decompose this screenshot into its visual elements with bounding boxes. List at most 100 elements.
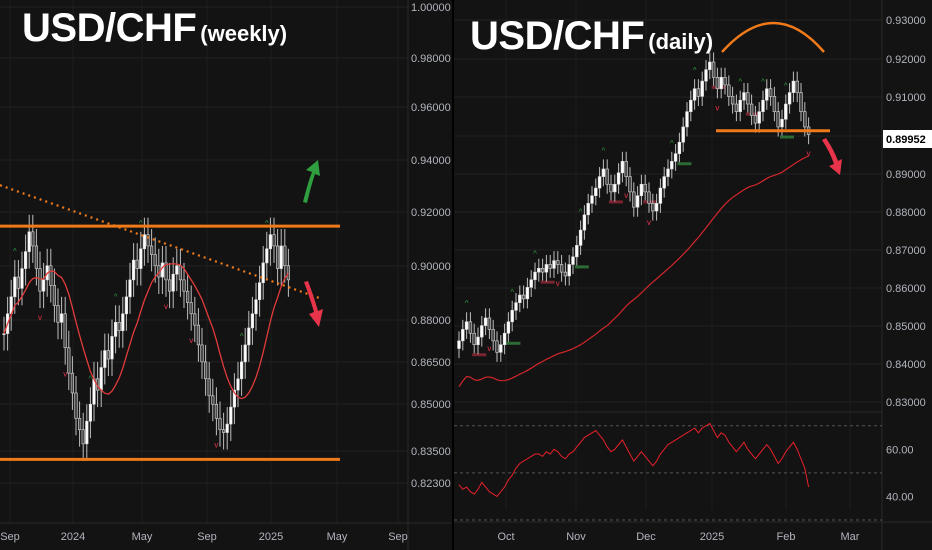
daily-candle-body <box>711 61 716 78</box>
weekly-y-tick-label: 1.00000 <box>411 2 451 14</box>
daily-candle-body <box>692 88 697 101</box>
weekly-candle-body <box>2 333 6 335</box>
weekly-candle-body <box>168 279 172 292</box>
daily-buy-signal-marker: ^ <box>579 208 583 217</box>
daily-candle-body <box>506 321 511 334</box>
daily-candle-body <box>677 141 682 155</box>
daily-candle-body <box>784 103 788 120</box>
daily-candle-body <box>533 271 537 281</box>
daily-sell-signal-marker: v <box>715 103 719 112</box>
weekly-candle-body <box>153 254 157 267</box>
weekly-candle-body <box>38 268 42 292</box>
weekly-candle-body <box>103 350 107 368</box>
weekly-candle-body <box>132 259 136 281</box>
weekly-candle-body <box>117 321 121 332</box>
daily-chart[interactable]: 0.930000.920000.910000.900000.890000.880… <box>454 0 932 550</box>
daily-x-tick-label: Feb <box>777 531 796 543</box>
daily-candle-body <box>730 96 735 105</box>
daily-candle-body <box>529 279 533 288</box>
weekly-candle-body <box>254 299 258 315</box>
daily-candle-body <box>738 99 742 112</box>
weekly-candle-body <box>139 248 143 269</box>
weekly-candle-body <box>171 273 175 292</box>
weekly-chart[interactable]: 1.00000 0.98000 0.96000 0.94000 0.92000 0.900… <box>0 0 452 550</box>
daily-down-arrow-icon <box>822 138 842 175</box>
daily-sell-signal-marker: v <box>807 149 811 158</box>
weekly-candle-body <box>279 245 283 269</box>
daily-y-tick-label: 0.83000 <box>886 397 926 409</box>
daily-sell-signal-marker: v <box>556 279 560 288</box>
daily-candle-body <box>567 264 571 277</box>
weekly-x-tick-label: Sep <box>197 531 217 543</box>
daily-y-tick-label: 0.86000 <box>886 283 926 295</box>
weekly-buy-signal-marker: ^ <box>13 247 17 256</box>
daily-background <box>454 0 932 550</box>
weekly-candle-body <box>13 276 17 298</box>
weekly-candle-body <box>78 418 82 431</box>
daily-candle-body <box>787 92 792 105</box>
weekly-candle-body <box>49 265 53 286</box>
daily-candle-body <box>662 176 666 189</box>
daily-candle-body <box>757 111 761 124</box>
weekly-x-tick-label: Sep <box>0 531 20 543</box>
daily-buy-signal-marker: ^ <box>761 78 765 87</box>
weekly-buy-signal-marker: ^ <box>139 219 143 228</box>
weekly-buy-signal-marker: ^ <box>265 219 269 228</box>
weekly-candle-body <box>88 403 92 422</box>
weekly-candle-body <box>146 234 150 247</box>
weekly-candle-body <box>124 296 128 315</box>
daily-candle-body <box>685 111 689 128</box>
weekly-candle-body <box>257 282 262 300</box>
daily-candle-body <box>472 332 476 345</box>
daily-candle-body <box>480 325 484 338</box>
daily-candle-body <box>461 329 465 342</box>
weekly-candle-body <box>182 279 186 292</box>
daily-candle-body <box>666 168 670 177</box>
daily-candle-body <box>689 99 693 112</box>
daily-candle-body <box>544 264 549 273</box>
daily-candle-body <box>780 119 784 128</box>
weekly-candle-body <box>52 285 56 306</box>
weekly-x-tick-label: 2025 <box>259 531 283 543</box>
weekly-buy-signal-marker: ^ <box>114 292 118 301</box>
daily-y-tick-label: 0.84000 <box>886 359 926 371</box>
daily-rsi-tick-label: 60.00 <box>886 444 914 456</box>
daily-candle-body <box>575 245 579 258</box>
daily-candle-body <box>700 80 704 97</box>
weekly-candle-body <box>200 344 204 363</box>
weekly-candle-body <box>243 344 247 363</box>
daily-y-tick-label: 0.87000 <box>886 245 926 257</box>
daily-candle-body <box>514 302 518 311</box>
daily-level-dash <box>540 280 555 284</box>
weekly-chart-panel[interactable]: 1.00000 0.98000 0.96000 0.94000 0.92000 0.900… <box>0 0 452 550</box>
daily-candle-body <box>518 294 522 303</box>
daily-candle-body <box>768 88 773 97</box>
weekly-candle-body <box>27 231 31 252</box>
weekly-candle-body <box>74 392 78 419</box>
weekly-y-tick-label: 0.96000 <box>411 102 451 114</box>
weekly-candle-body <box>268 234 273 250</box>
daily-buy-signal-marker: ^ <box>693 66 697 75</box>
weekly-candle-body <box>283 245 287 267</box>
daily-candle-body <box>487 317 492 330</box>
weekly-candle-body <box>142 234 147 250</box>
weekly-candle-body <box>150 245 154 255</box>
daily-sell-signal-marker: v <box>647 218 651 227</box>
weekly-candle-body <box>261 262 265 284</box>
daily-candle-body <box>586 203 590 216</box>
daily-chart-panel[interactable]: 0.930000.920000.910000.900000.890000.880… <box>454 0 932 550</box>
weekly-y-tick-label: 0.90000 <box>411 261 451 273</box>
weekly-y-tick-label: 0.88000 <box>411 315 451 327</box>
daily-candle-body <box>510 310 514 323</box>
daily-candle-body <box>673 153 678 162</box>
daily-candle-body <box>776 111 780 128</box>
daily-buy-signal-marker: ^ <box>670 139 674 148</box>
weekly-moving-average-line <box>3 262 289 400</box>
daily-candle-body <box>582 214 587 231</box>
weekly-dotted-trendline <box>0 184 321 300</box>
daily-y-tick-label: 0.89000 <box>886 169 926 181</box>
daily-level-dash <box>506 341 521 345</box>
daily-level-dash <box>609 200 623 204</box>
daily-candle-body <box>772 96 777 112</box>
weekly-title: USD/CHF (weekly) <box>22 6 287 51</box>
